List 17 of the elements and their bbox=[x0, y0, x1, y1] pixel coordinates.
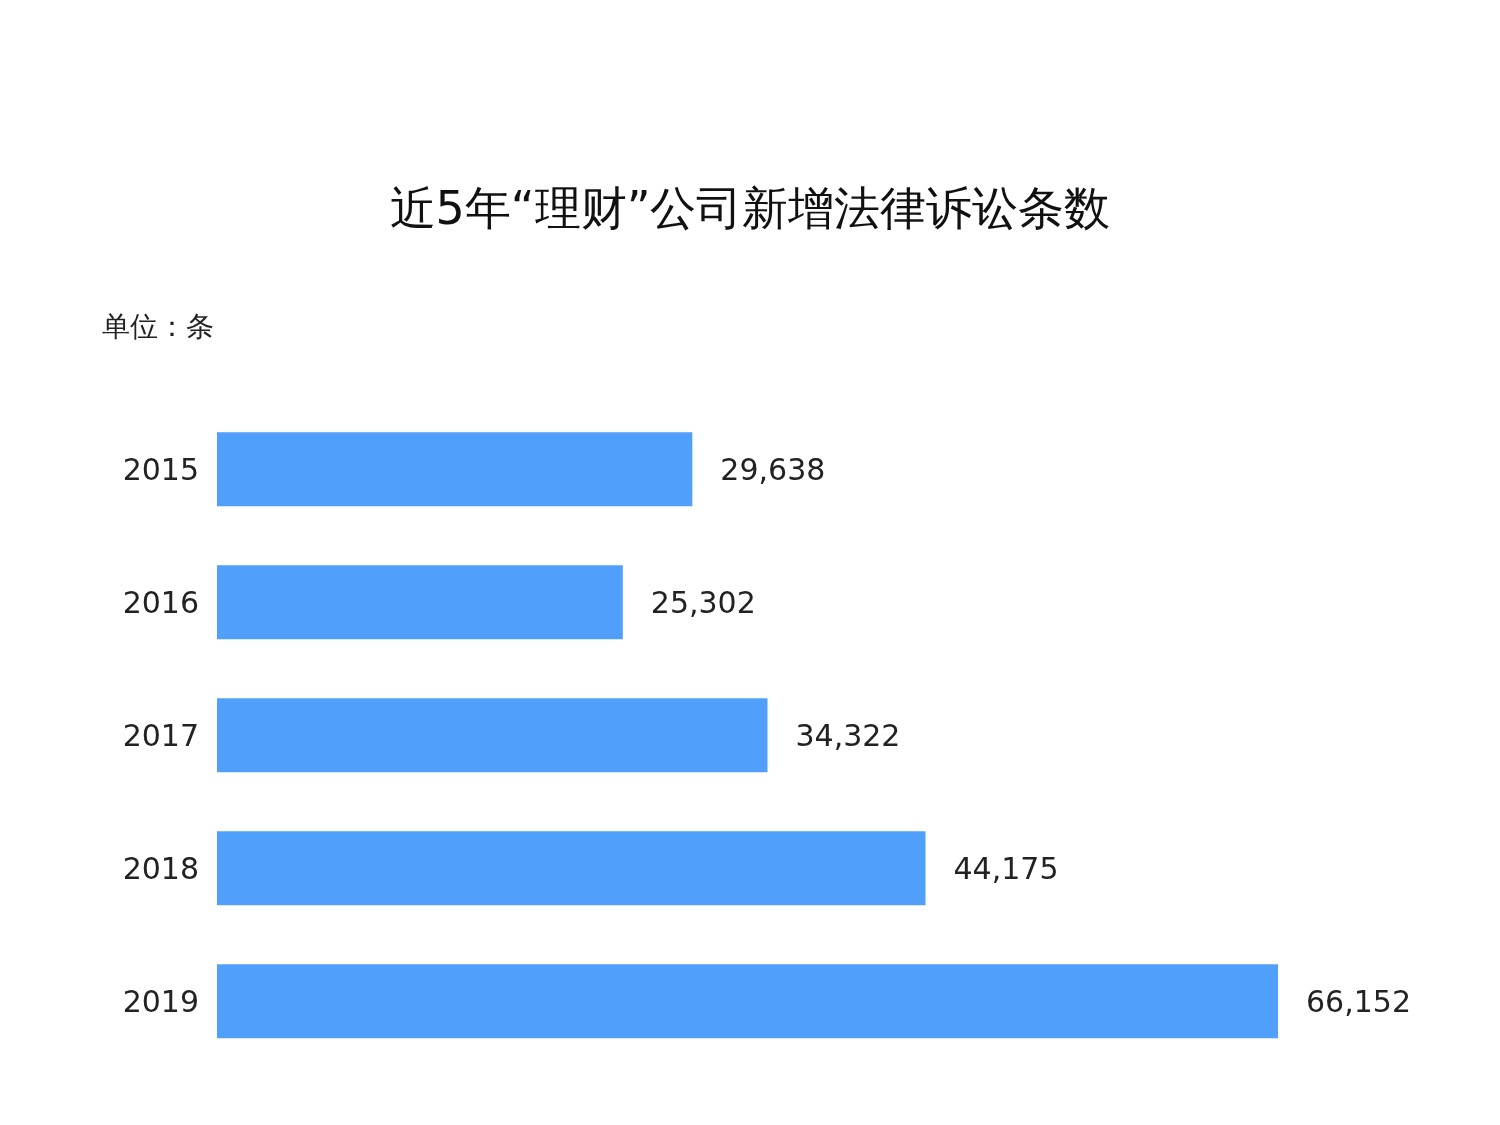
data-label: 44,175 bbox=[953, 850, 1059, 886]
bar bbox=[217, 565, 623, 640]
data-label: 66,152 bbox=[1306, 983, 1411, 1019]
bar bbox=[217, 698, 768, 773]
data-label: 25,302 bbox=[650, 584, 756, 620]
bar bbox=[217, 964, 1278, 1039]
text: 单位：条 bbox=[102, 309, 214, 345]
y-tick-label: 2017 bbox=[122, 718, 199, 754]
y-tick-label: 2019 bbox=[122, 984, 199, 1020]
data-label: 29,638 bbox=[720, 451, 826, 487]
chart-title: 近5年“理财”公司新增法律诉讼条数 bbox=[388, 180, 1112, 237]
bar bbox=[217, 432, 693, 507]
data-label: 34,322 bbox=[795, 717, 901, 753]
y-tick-label: 2018 bbox=[122, 851, 199, 887]
bar bbox=[217, 831, 926, 906]
y-tick-label: 2016 bbox=[122, 585, 199, 621]
y-tick-label: 2015 bbox=[122, 452, 199, 488]
